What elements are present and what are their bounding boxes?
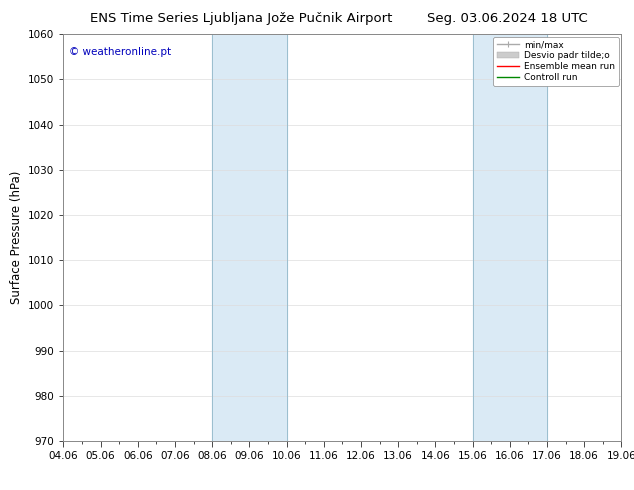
Bar [212,34,287,441]
Bar [472,34,547,441]
Text: ENS Time Series Ljubljana Jože Pučnik Airport: ENS Time Series Ljubljana Jože Pučnik Ai… [90,12,392,25]
Text: Seg. 03.06.2024 18 UTC: Seg. 03.06.2024 18 UTC [427,12,588,25]
Legend: min/max, Desvio padr tilde;o, Ensemble mean run, Controll run: min/max, Desvio padr tilde;o, Ensemble m… [493,37,619,86]
Y-axis label: Surface Pressure (hPa): Surface Pressure (hPa) [10,171,23,304]
Text: © weatheronline.pt: © weatheronline.pt [69,47,171,56]
